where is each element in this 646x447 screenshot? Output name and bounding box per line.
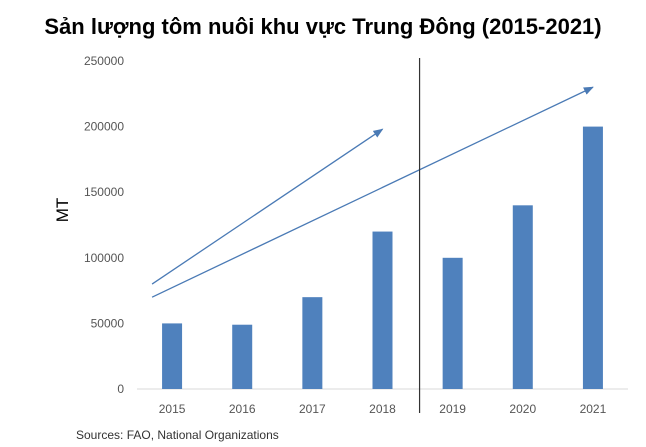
bar-2019	[442, 257, 463, 389]
x-tick-label: 2019	[439, 402, 466, 416]
y-tick-label: 150000	[84, 185, 124, 199]
x-axis: 2015 2016 2017 2018 2019 2020 2021	[159, 402, 607, 416]
bar-2018	[372, 231, 393, 389]
x-tick-label: 2018	[369, 402, 396, 416]
x-tick-label: 2016	[229, 402, 256, 416]
annotations	[151, 58, 594, 413]
y-tick-label: 100000	[84, 251, 124, 265]
bar-2017	[302, 297, 323, 389]
bars	[162, 126, 603, 389]
x-tick-label: 2015	[159, 402, 186, 416]
y-tick-label: 0	[117, 382, 124, 396]
bar-2015	[162, 323, 183, 389]
trend-arrow	[151, 86, 594, 298]
y-tick-label: 50000	[91, 316, 125, 330]
x-tick-label: 2021	[580, 402, 607, 416]
y-axis-label: MT	[53, 198, 72, 223]
y-axis: 0 50000 100000 150000 200000 250000	[84, 54, 628, 396]
y-tick-label: 250000	[84, 54, 124, 68]
source-note: Sources: FAO, National Organizations	[76, 428, 279, 442]
y-tick-label: 200000	[84, 120, 124, 134]
bar-2020	[512, 205, 533, 389]
chart-title: Sản lượng tôm nuôi khu vực Trung Đông (2…	[44, 14, 602, 39]
trend-arrow	[151, 128, 384, 285]
bar-2021	[582, 126, 603, 389]
bar-2016	[232, 324, 253, 389]
x-tick-label: 2020	[509, 402, 536, 416]
x-tick-label: 2017	[299, 402, 326, 416]
